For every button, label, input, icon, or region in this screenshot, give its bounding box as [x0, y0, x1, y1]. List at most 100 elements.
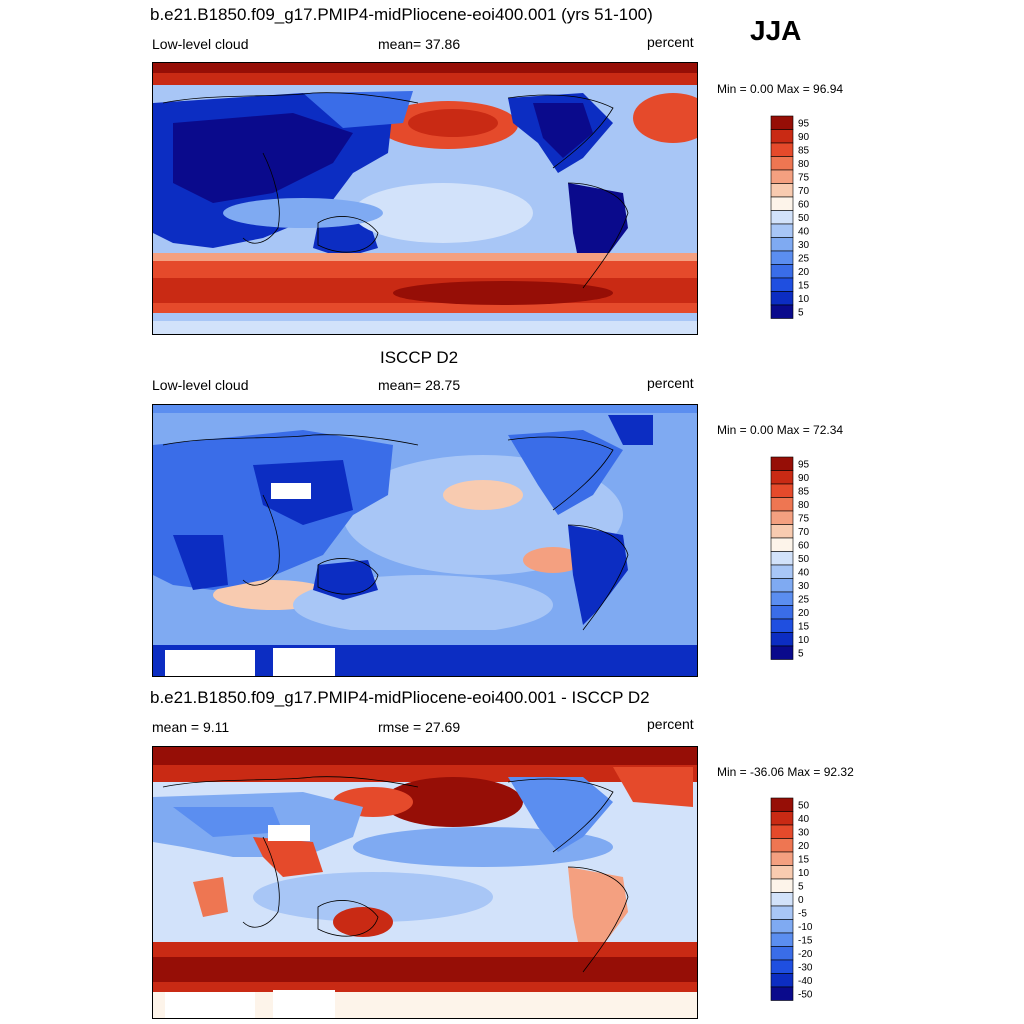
colorbar-box	[770, 932, 794, 947]
panel2-colorbar-svg: 95 90 85 80 75 70 60 50 40 30 25 20 15 10 5	[770, 456, 810, 660]
colorbar-tick-label: 20	[798, 267, 810, 278]
colorbar-box	[770, 605, 794, 620]
panel3-map	[152, 746, 698, 1019]
panel3-npacific-diff	[383, 777, 523, 827]
panel1-mean-label: mean= 37.86	[378, 36, 461, 52]
colorbar-box	[770, 838, 794, 853]
panel3-minmax: Min = -36.06 Max = 92.32	[717, 765, 854, 779]
colorbar-tick-label: 10	[798, 868, 810, 879]
colorbar-tick-label: 80	[798, 500, 810, 511]
colorbar-box	[770, 456, 794, 471]
colorbar-tick-label: 70	[798, 527, 810, 538]
panel2-units-label: percent	[647, 375, 694, 391]
colorbar-tick-label: 75	[798, 513, 810, 524]
panel2-minmax: Min = 0.00 Max = 72.34	[717, 423, 844, 437]
panel3-mean-label: mean = 9.11	[152, 719, 230, 735]
colorbar-box	[770, 551, 794, 566]
panel2-coastlines	[162, 434, 629, 631]
colorbar-box	[770, 618, 794, 633]
colorbar-tick-label: 75	[798, 172, 810, 183]
colorbar-box	[770, 183, 794, 198]
colorbar-box	[770, 169, 794, 184]
colorbar-box	[770, 497, 794, 512]
colorbar-tick-label: 50	[798, 554, 810, 565]
panel1-map-svg	[153, 63, 697, 334]
colorbar-tick-label: 85	[798, 486, 810, 497]
colorbar-box	[770, 510, 794, 525]
colorbar-tick-label: -30	[798, 962, 813, 973]
colorbar-tick-label: 15	[798, 280, 810, 291]
colorbar-box	[770, 645, 794, 660]
colorbar-box	[770, 797, 794, 812]
colorbar-tick-label: 90	[798, 473, 810, 484]
colorbar-box	[770, 196, 794, 211]
panel1-variable-label: Low-level cloud	[152, 36, 249, 52]
colorbar-tick-label: 85	[798, 145, 810, 156]
panel3-india-diff	[253, 837, 323, 877]
colorbar-box	[770, 210, 794, 225]
colorbar-box	[770, 470, 794, 485]
colorbar-tick-label: 40	[798, 226, 810, 237]
colorbar-box	[770, 129, 794, 144]
panel1-title: b.e21.B1850.f09_g17.PMIP4-midPliocene-eo…	[150, 5, 653, 24]
colorbar-tick-label: -50	[798, 989, 813, 1000]
panel2-north-america	[508, 430, 623, 515]
panel3-north-america	[508, 777, 613, 852]
panel2-map-svg	[153, 405, 697, 676]
panel2-mean-label: mean= 28.75	[378, 377, 461, 393]
colorbar-tick-label: -5	[798, 908, 807, 919]
panel2-variable-label: Low-level cloud	[152, 377, 249, 393]
colorbar-tick-label: 10	[798, 294, 810, 305]
colorbar-box	[770, 578, 794, 593]
colorbar-tick-label: 50	[798, 800, 810, 811]
season-label: JJA	[750, 15, 802, 46]
colorbar-box	[770, 537, 794, 552]
colorbar-tick-label: 0	[798, 895, 804, 906]
panel2-npacific-peak	[443, 480, 523, 510]
panel3-colorbar: 50 40 30 20 15 10 5 0 -5 -10 -15 -20 -30 -40 -50	[770, 797, 830, 1017]
colorbar-tick-label: -20	[798, 949, 813, 960]
panel2-missing-antarctica-1	[165, 650, 255, 676]
colorbar-tick-label: 60	[798, 540, 810, 551]
panel2-missing-tibet	[271, 483, 311, 499]
colorbar-box	[770, 851, 794, 866]
colorbar-tick-label: 20	[798, 841, 810, 852]
colorbar-tick-label: 95	[798, 118, 810, 129]
colorbar-box	[770, 223, 794, 238]
panel1-australia	[313, 218, 378, 258]
colorbar-tick-label: 60	[798, 199, 810, 210]
colorbar-tick-label: 10	[798, 635, 810, 646]
panel1-colorbar-svg: 95 90 85 80 75 70 60 50 40 30 25 20 15 10 5	[770, 115, 810, 319]
colorbar-box	[770, 878, 794, 893]
colorbar-box	[770, 811, 794, 826]
colorbar-tick-label: 15	[798, 854, 810, 865]
panel3-map-svg	[153, 747, 697, 1018]
colorbar-box	[770, 905, 794, 920]
panel2-australia	[313, 560, 378, 600]
colorbar-box	[770, 892, 794, 907]
colorbar-tick-label: 30	[798, 827, 810, 838]
colorbar-box	[770, 304, 794, 319]
colorbar-box	[770, 524, 794, 539]
colorbar-box	[770, 483, 794, 498]
panel1-units-label: percent	[647, 34, 694, 50]
panel3-title: b.e21.B1850.f09_g17.PMIP4-midPliocene-eo…	[150, 688, 650, 707]
panel2-title: ISCCP D2	[380, 348, 459, 367]
colorbar-tick-label: 30	[798, 581, 810, 592]
colorbar-box	[770, 291, 794, 306]
colorbar-tick-label: 5	[798, 881, 804, 892]
panel3-units-label: percent	[647, 716, 694, 732]
colorbar-box	[770, 250, 794, 265]
panel1-minmax: Min = 0.00 Max = 96.94	[717, 82, 844, 96]
colorbar-tick-label: 20	[798, 608, 810, 619]
colorbar-box	[770, 156, 794, 171]
colorbar-box	[770, 264, 794, 279]
colorbar-tick-label: 25	[798, 253, 810, 264]
colorbar-box	[770, 564, 794, 579]
colorbar-box	[770, 591, 794, 606]
colorbar-tick-label: 80	[798, 159, 810, 170]
colorbar-box	[770, 142, 794, 157]
colorbar-box	[770, 632, 794, 647]
panel3-rmse-label: rmse = 27.69	[378, 719, 461, 735]
